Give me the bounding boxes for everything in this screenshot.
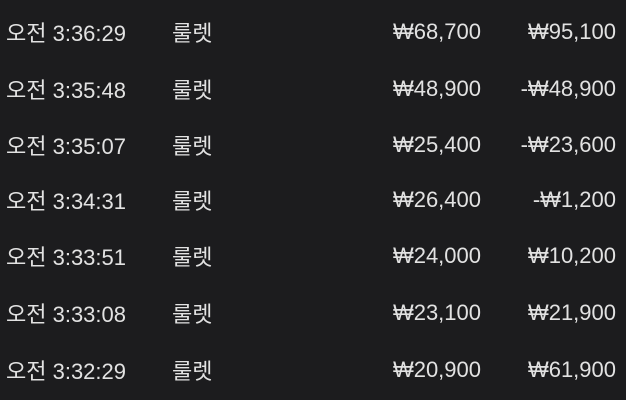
time: 오전 3:34:31 [6,189,126,214]
list-item[interactable]: 오전 3:36:29 룰렛 ₩68,700 ₩95,100 [0,4,626,60]
game: 룰렛 [172,134,213,159]
time: 오전 3:32:29 [6,359,126,384]
balance: -₩23,600 [520,132,616,157]
list-item[interactable]: 오전 3:35:48 룰렛 ₩48,900 -₩48,900 [0,61,626,117]
time: 오전 3:35:07 [6,134,126,159]
game: 룰렛 [172,359,213,384]
balance: ₩95,100 [527,19,616,44]
amount: ₩23,100 [392,300,481,325]
amount: ₩26,400 [392,187,481,212]
balance: -₩1,200 [532,187,616,212]
amount: ₩68,700 [392,19,481,44]
list-item[interactable]: 오전 3:33:08 룰렛 ₩23,100 ₩21,900 [0,285,626,341]
list-item[interactable]: 오전 3:34:31 룰렛 ₩26,400 -₩1,200 [0,172,626,228]
time: 오전 3:35:48 [6,78,126,103]
game: 룰렛 [172,21,213,46]
amount: ₩20,900 [392,357,481,382]
time: 오전 3:33:51 [6,245,126,270]
time: 오전 3:33:08 [6,302,126,327]
list-item[interactable]: 오전 3:35:07 룰렛 ₩25,400 -₩23,600 [0,117,626,173]
balance: ₩61,900 [527,357,616,382]
game: 룰렛 [172,302,213,327]
list-item[interactable]: 오전 3:32:29 룰렛 ₩20,900 ₩61,900 [0,342,626,398]
amount: ₩24,000 [392,243,481,268]
balance: -₩48,900 [520,76,616,101]
game: 룰렛 [172,189,213,214]
balance: ₩10,200 [527,243,616,268]
game: 룰렛 [172,245,213,270]
game: 룰렛 [172,78,213,103]
list-item[interactable]: 오전 3:33:51 룰렛 ₩24,000 ₩10,200 [0,228,626,284]
amount: ₩25,400 [392,132,481,157]
time: 오전 3:36:29 [6,21,126,46]
amount: ₩48,900 [392,76,481,101]
balance: ₩21,900 [527,300,616,325]
